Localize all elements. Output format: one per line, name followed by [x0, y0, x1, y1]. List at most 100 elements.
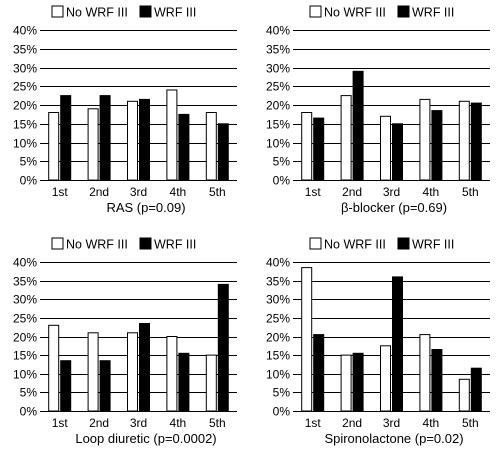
- y-tick-label: 0%: [20, 174, 38, 188]
- y-tick-label: 25%: [266, 312, 290, 326]
- x-tick-label: 5th: [462, 185, 479, 199]
- legend-swatch-wrf: [397, 5, 410, 18]
- x-tick-label: 4th: [423, 185, 440, 199]
- x-tick-label: 1st: [52, 185, 69, 199]
- y-tick-label: 5%: [20, 155, 38, 169]
- bar-wrf-5th: [217, 283, 229, 412]
- chart-panel-4: No WRF III WRF III 0% 5% 10% 15% 20% 25% 30% 35% 4…: [266, 237, 490, 446]
- chart-caption: Loop diuretic (p=0.0002): [75, 431, 216, 446]
- y-tick-label: 5%: [273, 386, 291, 400]
- y-tick-label: 35%: [13, 43, 37, 57]
- chart-panel-2: No WRF III WRF III 0% 5% 10% 15% 20% 25% 30% 35% 4…: [266, 5, 490, 215]
- bar-no-wrf-4th: [166, 89, 178, 181]
- chart-panel-3: No WRF III WRF III 0% 5% 10% 15% 20% 25% 30% 35% 4…: [13, 237, 237, 446]
- bar-no-wrf-3rd: [380, 115, 391, 181]
- x-tick-label: 5th: [462, 416, 479, 430]
- bar-no-wrf-3rd: [380, 345, 391, 412]
- legend-swatch-wrf: [397, 237, 410, 250]
- y-tick-label: 15%: [266, 118, 290, 132]
- x-tick-label: 4th: [170, 416, 187, 430]
- x-tick-label: 3rd: [130, 416, 147, 430]
- legend-swatch-no-wrf: [51, 237, 64, 250]
- bar-wrf-5th: [217, 123, 229, 181]
- bar-no-wrf-2nd: [87, 332, 99, 412]
- bar-no-wrf-5th: [458, 100, 470, 181]
- y-tick-label: 40%: [266, 24, 290, 38]
- bar-wrf-4th: [431, 110, 443, 181]
- bar-wrf-4th: [178, 113, 190, 181]
- bar-wrf-5th: [470, 367, 482, 412]
- bar-wrf-4th: [431, 349, 443, 412]
- x-tick-label: 3rd: [383, 416, 400, 430]
- chart-caption: Spironolactone (p=0.02): [324, 431, 463, 446]
- legend-label-wrf: WRF III: [154, 238, 196, 252]
- y-tick-label: 25%: [13, 312, 37, 326]
- bar-wrf-3rd: [139, 323, 150, 412]
- bar-wrf-3rd: [392, 276, 403, 412]
- legend-label-no-wrf: No WRF III: [324, 6, 386, 20]
- bar-no-wrf-3rd: [127, 332, 138, 412]
- y-tick-label: 40%: [13, 256, 37, 270]
- y-tick-label: 25%: [13, 80, 37, 94]
- legend: No WRF III WRF III: [309, 237, 454, 252]
- bar-no-wrf-5th: [205, 354, 217, 412]
- bar-wrf-1st: [313, 334, 325, 412]
- legend: No WRF III WRF III: [51, 5, 196, 20]
- y-tick-label: 35%: [266, 43, 290, 57]
- y-tick-label: 0%: [20, 405, 38, 419]
- legend-swatch-no-wrf: [51, 5, 64, 18]
- legend-swatch-no-wrf: [309, 237, 322, 250]
- bar-no-wrf-2nd: [340, 354, 352, 412]
- legend-label-no-wrf: No WRF III: [324, 238, 386, 252]
- y-tick-label: 20%: [266, 331, 290, 345]
- y-tick-label: 35%: [13, 275, 37, 289]
- x-tick-label: 4th: [170, 185, 187, 199]
- x-tick-label: 1st: [52, 416, 69, 430]
- bar-wrf-2nd: [352, 70, 364, 181]
- y-tick-label: 25%: [266, 80, 290, 94]
- bar-wrf-1st: [313, 117, 325, 181]
- bar-no-wrf-3rd: [127, 100, 138, 181]
- legend-label-wrf: WRF III: [412, 238, 454, 252]
- chart-caption: RAS (p=0.09): [106, 200, 185, 215]
- y-tick-label: 10%: [13, 368, 37, 382]
- y-tick-label: 30%: [266, 62, 290, 76]
- legend-label-no-wrf: No WRF III: [66, 238, 128, 252]
- bar-no-wrf-4th: [419, 98, 431, 181]
- y-tick-label: 10%: [266, 368, 290, 382]
- bar-no-wrf-5th: [205, 112, 217, 181]
- bar-wrf-2nd: [352, 352, 364, 412]
- bar-no-wrf-1st: [48, 112, 60, 181]
- chart-caption: β-blocker (p=0.69): [341, 200, 447, 215]
- y-tick-label: 20%: [13, 99, 37, 113]
- x-tick-label: 4th: [423, 416, 440, 430]
- y-tick-label: 15%: [266, 349, 290, 363]
- bar-no-wrf-1st: [301, 267, 313, 412]
- y-tick-label: 40%: [266, 256, 290, 270]
- x-tick-label: 5th: [209, 185, 226, 199]
- legend: No WRF III WRF III: [51, 237, 196, 252]
- legend-label-wrf: WRF III: [412, 6, 454, 20]
- y-tick-label: 30%: [266, 293, 290, 307]
- x-tick-label: 2nd: [342, 416, 362, 430]
- y-tick-label: 0%: [273, 405, 291, 419]
- bar-wrf-3rd: [139, 98, 150, 181]
- y-tick-label: 20%: [266, 99, 290, 113]
- y-tick-label: 15%: [13, 118, 37, 132]
- bar-wrf-1st: [60, 95, 72, 181]
- bar-wrf-2nd: [99, 95, 111, 181]
- x-tick-label: 3rd: [383, 185, 400, 199]
- bar-no-wrf-5th: [458, 378, 470, 412]
- x-tick-label: 2nd: [342, 185, 362, 199]
- legend-label-wrf: WRF III: [154, 6, 196, 20]
- y-tick-label: 35%: [266, 275, 290, 289]
- bar-no-wrf-1st: [301, 112, 313, 181]
- bar-wrf-1st: [60, 360, 72, 412]
- x-tick-label: 2nd: [89, 416, 109, 430]
- x-tick-label: 3rd: [130, 185, 147, 199]
- legend: No WRF III WRF III: [309, 5, 454, 20]
- legend-label-no-wrf: No WRF III: [66, 6, 128, 20]
- bar-no-wrf-4th: [166, 336, 178, 412]
- bar-no-wrf-2nd: [87, 108, 99, 181]
